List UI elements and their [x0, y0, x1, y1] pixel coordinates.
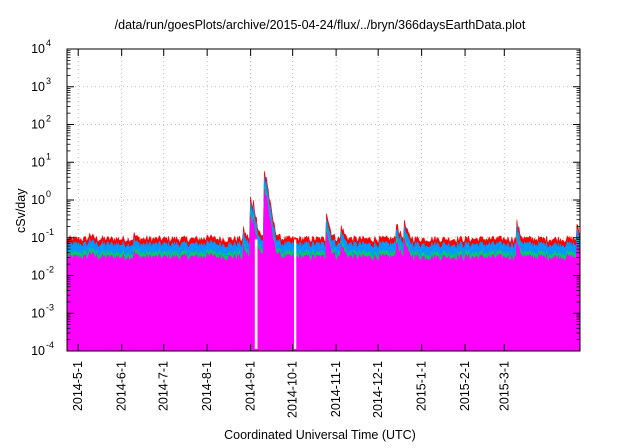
y-tick-exponent: -2	[46, 265, 54, 275]
y-tick-exponent: -4	[46, 340, 54, 350]
y-tick-label: 10	[31, 193, 45, 207]
data-gap	[254, 239, 258, 349]
y-tick-label: 10	[31, 42, 45, 56]
x-tick-label: 2014-11-1	[329, 361, 343, 417]
data-area	[66, 171, 581, 352]
x-tick-label: 2015-2-1	[458, 361, 472, 411]
chart-title: /data/run/goesPlots/archive/2015-04-24/f…	[114, 18, 526, 32]
data-gap	[294, 239, 297, 349]
y-tick-exponent: 1	[46, 151, 51, 161]
y-tick-label: 10	[31, 269, 45, 283]
y-tick-exponent: 4	[46, 38, 51, 48]
y-tick-exponent: -3	[46, 302, 54, 312]
y-tick-exponent: 2	[46, 114, 51, 124]
y-tick-label: 10	[31, 231, 45, 245]
y-tick-exponent: 3	[46, 76, 51, 86]
x-axis-label: Coordinated Universal Time (UTC)	[224, 428, 416, 442]
x-tick-label: 2015-1-1	[415, 361, 429, 411]
y-tick-label: 10	[31, 80, 45, 94]
x-tick-label: 2014-10-1	[286, 361, 300, 418]
x-tick-label: 2014-12-1	[371, 361, 385, 418]
x-tick-label: 2014-8-1	[200, 361, 214, 411]
x-tick-label: 2014-5-1	[71, 361, 85, 411]
y-tick-label: 10	[31, 155, 45, 169]
series-area-3	[66, 189, 581, 352]
y-tick-label: 10	[31, 344, 45, 358]
y-tick-exponent: -1	[46, 227, 54, 237]
x-tick-label: 2015-3-1	[497, 361, 511, 411]
x-tick-label: 2014-7-1	[157, 361, 171, 411]
y-tick-exponent: 0	[46, 189, 51, 199]
y-tick-label: 10	[31, 118, 45, 132]
x-tick-label: 2014-9-1	[244, 361, 258, 411]
y-tick-label: 10	[31, 306, 45, 320]
x-tick-label: 2014-6-1	[115, 361, 129, 411]
